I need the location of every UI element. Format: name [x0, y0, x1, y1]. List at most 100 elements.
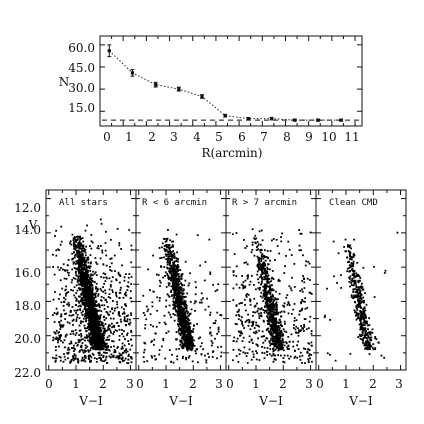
star-point: [55, 345, 57, 348]
star-point: [94, 321, 97, 324]
star-point: [73, 309, 76, 312]
star-point: [241, 302, 243, 304]
star-point: [243, 327, 246, 329]
profile-ytick-15: 15.0: [68, 101, 95, 115]
star-point: [89, 292, 92, 295]
star-point: [116, 356, 119, 359]
star-point: [181, 335, 184, 338]
star-point: [256, 302, 258, 305]
star-point: [121, 342, 124, 345]
star-point: [93, 297, 96, 300]
star-point: [250, 358, 253, 361]
star-point: [79, 304, 81, 307]
star-point: [99, 287, 102, 290]
star-point: [89, 320, 92, 323]
star-point: [77, 258, 80, 261]
star-point: [176, 280, 178, 283]
star-point: [60, 301, 63, 304]
star-point: [74, 254, 76, 257]
star-point: [58, 293, 61, 296]
star-point: [105, 310, 108, 313]
star-point: [90, 240, 93, 243]
star-point: [86, 279, 89, 281]
star-point: [175, 331, 178, 334]
star-point: [164, 275, 167, 277]
star-point: [92, 293, 95, 296]
star-point: [86, 258, 89, 261]
star-point: [249, 280, 252, 283]
star-point: [81, 310, 84, 313]
star-point: [80, 299, 83, 301]
star-point: [112, 356, 115, 359]
star-point: [82, 295, 85, 298]
star-point: [84, 339, 86, 342]
star-point: [180, 275, 183, 278]
star-point: [232, 299, 235, 302]
star-point: [296, 356, 299, 359]
star-point: [123, 311, 126, 314]
star-point: [173, 301, 175, 304]
star-point: [263, 272, 266, 275]
star-point: [88, 340, 91, 343]
star-point: [81, 303, 84, 306]
star-point: [119, 361, 122, 364]
star-point: [121, 312, 124, 315]
star-point: [293, 356, 296, 359]
star-point: [264, 271, 267, 273]
star-point: [166, 263, 169, 266]
star-point: [123, 308, 125, 311]
star-point: [182, 308, 185, 310]
star-point: [123, 318, 126, 321]
star-point: [109, 285, 112, 288]
star-point: [87, 258, 90, 261]
star-point: [108, 293, 111, 295]
star-point: [232, 271, 235, 273]
star-point: [100, 332, 103, 335]
star-point: [257, 278, 259, 281]
star-point: [298, 330, 301, 333]
star-point: [184, 295, 187, 298]
star-point: [235, 355, 238, 357]
star-point: [280, 240, 283, 243]
star-point: [81, 314, 84, 316]
star-point: [55, 354, 58, 357]
star-point: [84, 357, 87, 360]
star-point: [151, 305, 154, 308]
star-point: [271, 302, 274, 305]
star-point: [277, 326, 280, 329]
star-point: [95, 261, 97, 264]
star-point: [260, 275, 263, 278]
star-point: [71, 347, 74, 349]
star-point: [220, 314, 223, 317]
star-point: [123, 279, 126, 282]
star-point: [301, 361, 303, 364]
star-point: [177, 299, 180, 301]
star-point: [168, 244, 171, 246]
star-point: [266, 268, 269, 271]
star-point: [258, 276, 261, 279]
star-point: [130, 283, 132, 285]
star-point: [74, 243, 77, 246]
star-point: [165, 238, 168, 240]
star-point: [127, 362, 130, 365]
star-point: [216, 346, 219, 349]
star-point: [275, 346, 278, 349]
star-point: [310, 341, 313, 344]
star-point: [294, 328, 297, 331]
star-point: [202, 348, 204, 351]
star-point: [190, 345, 193, 348]
star-point: [102, 354, 105, 357]
star-point: [75, 292, 78, 294]
star-point: [78, 340, 81, 343]
star-point: [266, 249, 269, 252]
star-point: [143, 351, 145, 354]
star-point: [278, 338, 281, 341]
star-point: [80, 258, 83, 261]
star-point: [181, 331, 184, 334]
star-point: [100, 340, 102, 343]
star-point: [176, 314, 179, 317]
star-point: [193, 302, 196, 305]
star-point: [96, 287, 99, 290]
star-point: [91, 241, 94, 244]
star-point: [265, 287, 267, 290]
